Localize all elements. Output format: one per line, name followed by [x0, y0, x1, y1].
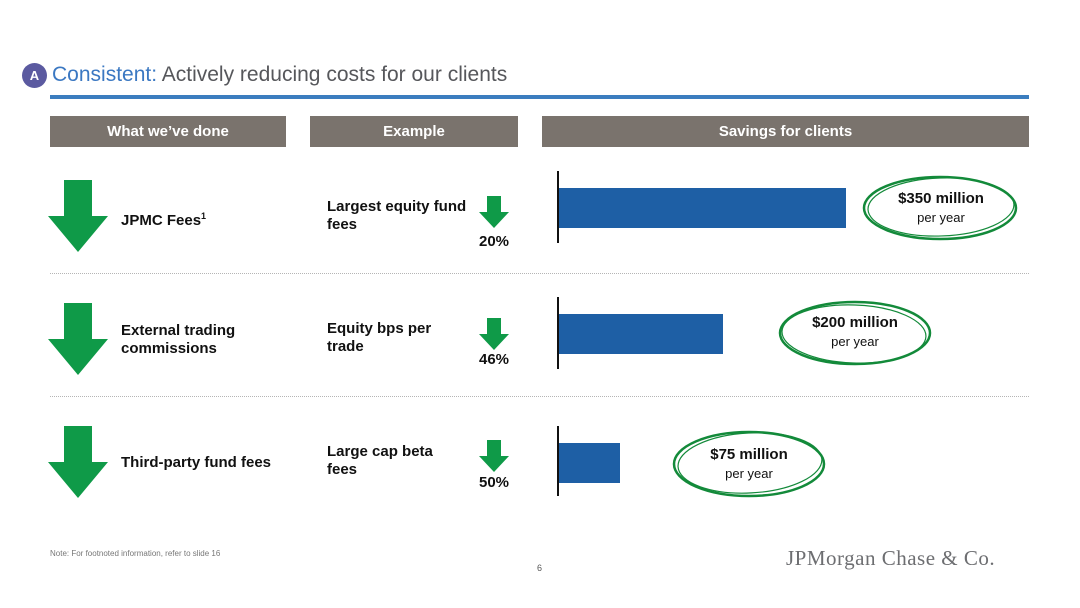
row-3-what-weve-done: Third-party fund fees	[121, 454, 272, 471]
row-3-example: Large cap beta fees	[327, 443, 433, 478]
row-1-savings-unit: per year	[917, 210, 965, 225]
row-3-savings-amount: $75 million	[710, 446, 788, 463]
title-rule	[50, 95, 1029, 99]
row-2-what-weve-done: External trading commissions	[121, 322, 236, 357]
row-1-example: Largest equity fund fees	[327, 198, 467, 233]
row-3-reduction-percent: 50%	[479, 474, 510, 491]
row-1-axis	[557, 171, 559, 243]
header-what-weve-done: What we’ve done	[50, 116, 286, 147]
bar-row-3	[559, 443, 620, 483]
row-3-savings-label: $75 million per year	[679, 446, 819, 481]
down-arrow-icon	[479, 318, 509, 350]
row-2-axis	[557, 297, 559, 369]
bar-row-2	[559, 314, 723, 354]
row-1-savings-label: $350 million per year	[872, 190, 1010, 225]
page-number: 6	[537, 563, 543, 573]
row-separator	[50, 273, 1029, 274]
row-2-savings-amount: $200 million	[812, 314, 898, 331]
section-badge: A	[22, 63, 47, 88]
row-3-savings-unit: per year	[725, 466, 773, 481]
title-accent: Consistent:	[52, 63, 158, 86]
footnote-marker: 1	[201, 211, 207, 221]
row-2-example: Equity bps per trade	[327, 320, 432, 355]
row-2-savings-unit: per year	[831, 334, 879, 349]
highlight-circle-icon	[778, 300, 932, 366]
highlight-circle-icon	[862, 175, 1018, 241]
row-3-axis	[557, 426, 559, 496]
title-text: Actively reducing costs for our clients	[157, 63, 508, 86]
page-title: Consistent: Actively reducing costs for …	[52, 63, 507, 87]
row-1-reduction-percent: 20%	[479, 233, 510, 250]
header-savings: Savings for clients	[542, 116, 1029, 147]
down-arrow-icon	[479, 196, 509, 228]
header-example: Example	[310, 116, 518, 147]
footnote: Note: For footnoted information, refer t…	[50, 549, 221, 558]
row-separator	[50, 396, 1029, 397]
highlight-circle-icon	[672, 430, 826, 498]
row-2-reduction-percent: 46%	[479, 351, 510, 368]
down-arrow-icon	[479, 440, 509, 472]
row-1-done-label: JPMC Fees	[121, 212, 202, 229]
down-arrow-icon	[48, 303, 108, 375]
company-logo: JPMorgan Chase & Co.	[786, 546, 996, 570]
row-1-savings-amount: $350 million	[898, 190, 984, 207]
bar-row-1	[559, 188, 846, 228]
down-arrow-icon	[48, 180, 108, 252]
row-1-what-weve-done: JPMC Fees1	[121, 207, 206, 230]
row-2-savings-label: $200 million per year	[785, 314, 925, 349]
down-arrow-icon	[48, 426, 108, 498]
